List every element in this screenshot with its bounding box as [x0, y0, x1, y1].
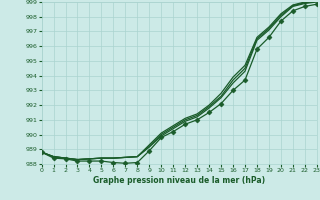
X-axis label: Graphe pression niveau de la mer (hPa): Graphe pression niveau de la mer (hPa) — [93, 176, 265, 185]
